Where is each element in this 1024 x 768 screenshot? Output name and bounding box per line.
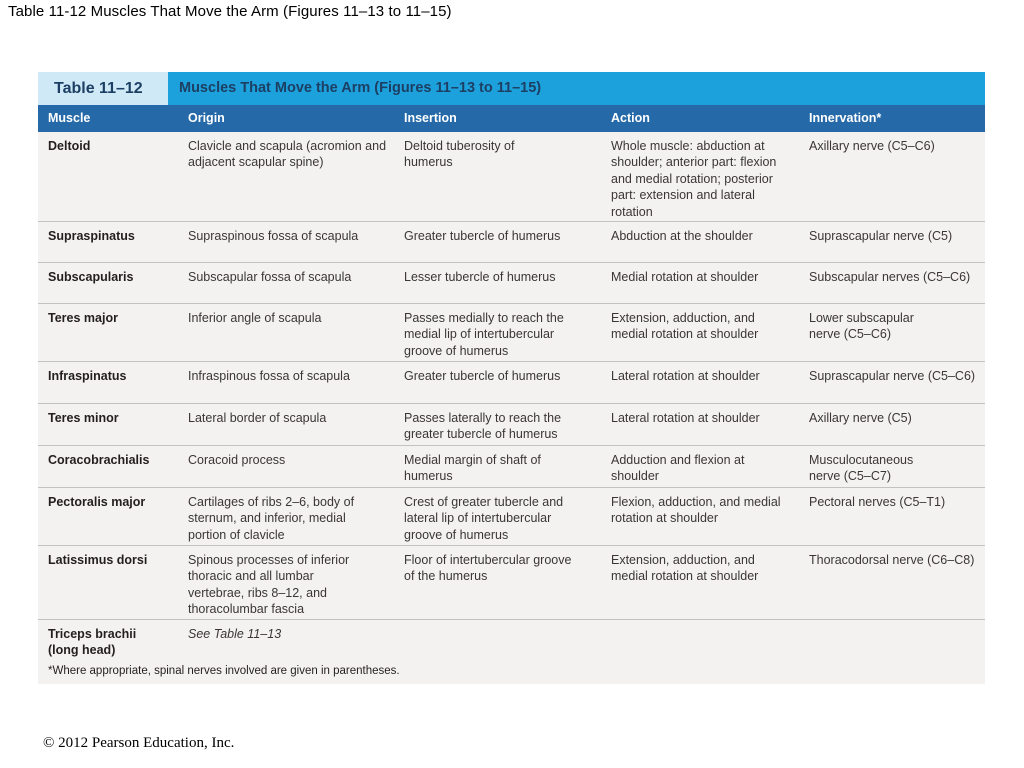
table-row: Coracobrachialis Coracoid process Medial… — [38, 446, 985, 488]
cell-action: Abduction at the shoulder — [611, 229, 753, 243]
cell-innervation: Pectoral nerves (C5–T1) — [809, 495, 946, 509]
copyright-footer: © 2012 Pearson Education, Inc. — [43, 735, 235, 751]
cell-muscle: Supraspinatus — [48, 229, 135, 243]
cell-muscle: Teres minor — [48, 411, 119, 425]
cell-action: Extension, adduction, and medial rotatio… — [611, 553, 759, 584]
table-label: Table 11–12 — [38, 72, 168, 105]
header-origin: Origin — [188, 111, 225, 125]
cell-action: Lateral rotation at shoulder — [611, 369, 760, 383]
cell-origin: Cartilages of ribs 2–6, body of sternum,… — [188, 495, 355, 542]
cell-innervation: Axillary nerve (C5) — [809, 411, 912, 425]
table-row: Subscapularis Subscapular fossa of scapu… — [38, 263, 985, 304]
header-muscle: Muscle — [48, 111, 91, 125]
table-row: Latissimus dorsi Spinous processes of in… — [38, 546, 985, 620]
cell-origin: Inferior angle of scapula — [188, 311, 322, 325]
table-footnote: *Where appropriate, spinal nerves involv… — [48, 665, 400, 677]
table-header: Muscle Origin Insertion Action Innervati… — [38, 105, 985, 132]
table-row: Triceps brachii (long head) See Table 11… — [38, 620, 985, 670]
table-banner: Table 11–12 Muscles That Move the Arm (F… — [38, 72, 985, 105]
cell-origin: See Table 11–13 — [188, 627, 282, 641]
cell-muscle: Infraspinatus — [48, 369, 127, 383]
table-row: Teres minor Lateral border of scapula Pa… — [38, 404, 985, 446]
table-row: Teres major Inferior angle of scapula Pa… — [38, 304, 985, 362]
cell-origin: Infraspinous fossa of scapula — [188, 369, 350, 383]
cell-innervation: Suprascapular nerve (C5) — [809, 229, 953, 243]
cell-innervation: Musculocutaneous nerve (C5–C7) — [809, 453, 914, 484]
header-action: Action — [611, 111, 650, 125]
cell-origin: Clavicle and scapula (acromion and adjac… — [188, 139, 387, 170]
muscle-table: Table 11–12 Muscles That Move the Arm (F… — [38, 72, 985, 684]
cell-action: Whole muscle: abduction at shoulder; ant… — [611, 139, 777, 219]
header-insertion: Insertion — [404, 111, 457, 125]
cell-innervation: Lower subscapular nerve (C5–C6) — [809, 311, 914, 342]
cell-origin: Spinous processes of inferior thoracic a… — [188, 553, 350, 617]
table-row: Deltoid Clavicle and scapula (acromion a… — [38, 132, 985, 222]
cell-muscle: Latissimus dorsi — [48, 553, 148, 567]
cell-origin: Subscapular fossa of scapula — [188, 270, 352, 284]
cell-muscle: Deltoid — [48, 139, 91, 153]
cell-origin: Coracoid process — [188, 453, 286, 467]
cell-innervation: Thoracodorsal nerve (C6–C8) — [809, 553, 975, 567]
cell-insertion: Crest of greater tubercle and lateral li… — [404, 495, 564, 542]
header-innervation: Innervation* — [809, 111, 882, 125]
cell-action: Adduction and flexion at shoulder — [611, 453, 745, 484]
table-row: Pectoralis major Cartilages of ribs 2–6,… — [38, 488, 985, 546]
table-body: Deltoid Clavicle and scapula (acromion a… — [38, 132, 985, 670]
cell-insertion: Passes laterally to reach the greater tu… — [404, 411, 562, 442]
cell-muscle: Pectoralis major — [48, 495, 146, 509]
cell-muscle: Subscapularis — [48, 270, 134, 284]
cell-muscle: Coracobrachialis — [48, 453, 150, 467]
cell-action: Extension, adduction, and medial rotatio… — [611, 311, 759, 342]
cell-insertion: Lesser tubercle of humerus — [404, 270, 556, 284]
cell-insertion: Medial margin of shaft of humerus — [404, 453, 541, 484]
cell-innervation: Subscapular nerves (C5–C6) — [809, 270, 971, 284]
cell-action: Medial rotation at shoulder — [611, 270, 759, 284]
cell-innervation: Suprascapular nerve (C5–C6) — [809, 369, 976, 383]
cell-insertion: Greater tubercle of humerus — [404, 369, 561, 383]
table-row: Infraspinatus Infraspinous fossa of scap… — [38, 362, 985, 404]
cell-origin: Lateral border of scapula — [188, 411, 327, 425]
cell-innervation: Axillary nerve (C5–C6) — [809, 139, 935, 153]
cell-action: Flexion, adduction, and medial rotation … — [611, 495, 781, 526]
cell-action: Lateral rotation at shoulder — [611, 411, 760, 425]
slide-title: Table 11-12 Muscles That Move the Arm (F… — [8, 3, 452, 20]
cell-insertion: Floor of intertubercular groove of the h… — [404, 553, 572, 584]
cell-insertion: Greater tubercle of humerus — [404, 229, 561, 243]
cell-muscle: Triceps brachii (long head) — [48, 627, 137, 658]
table-title: Muscles That Move the Arm (Figures 11–13… — [179, 80, 542, 96]
cell-insertion: Passes medially to reach the medial lip … — [404, 311, 564, 358]
cell-origin: Supraspinous fossa of scapula — [188, 229, 359, 243]
cell-insertion: Deltoid tuberosity of humerus — [404, 139, 515, 170]
cell-muscle: Teres major — [48, 311, 118, 325]
table-row: Supraspinatus Supraspinous fossa of scap… — [38, 222, 985, 263]
